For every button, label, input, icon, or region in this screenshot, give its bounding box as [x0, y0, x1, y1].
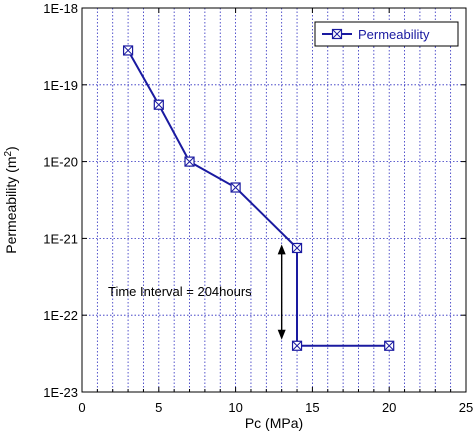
data-point-cross — [384, 340, 395, 351]
y-tick-label: 1E-19 — [43, 78, 78, 93]
data-point-cross — [292, 243, 302, 253]
data-point — [230, 182, 241, 193]
data-point — [184, 156, 195, 167]
annotation-arrowhead-down — [277, 329, 286, 340]
x-tick-label: 20 — [382, 400, 396, 415]
y-axis-label-close: ) — [3, 146, 19, 151]
data-point — [291, 340, 303, 351]
legend-entry-permeability: Permeability — [358, 27, 430, 42]
data-point-cross — [153, 99, 164, 110]
tick-labels: 0 5 10 15 20 25 1E-18 1E-19 1E-20 1E-21 1E-22 1E-23 — [43, 1, 473, 415]
legend: Permeability — [314, 21, 459, 47]
x-tick-label: 10 — [228, 400, 242, 415]
series-permeability — [122, 45, 395, 351]
data-point-cross — [123, 45, 133, 56]
y-axis-label-superscript: 2 — [3, 150, 14, 156]
legend-marker — [331, 28, 343, 40]
x-tick-label: 25 — [459, 400, 473, 415]
axis-ticks — [81, 7, 467, 393]
data-point — [291, 242, 303, 254]
data-point — [384, 340, 395, 351]
y-axis-label: Permeability (m2) — [3, 146, 20, 253]
y-tick-label: 1E-21 — [43, 231, 78, 246]
data-point-cross — [292, 340, 302, 351]
y-axis-label-main: Permeability (m — [3, 156, 19, 253]
y-tick-label: 1E-20 — [43, 155, 78, 170]
data-point-cross — [230, 182, 241, 193]
plot-frame — [81, 7, 467, 393]
legend-marker-cross — [332, 29, 342, 39]
time-interval-annotation: Time Interval = 204hours — [108, 244, 286, 340]
x-tick-label: 0 — [78, 400, 85, 415]
annotation-arrowhead-up — [277, 244, 286, 255]
y-tick-label: 1E-22 — [43, 308, 78, 323]
y-tick-label: 1E-18 — [43, 1, 78, 16]
data-point — [153, 99, 164, 110]
y-tick-label: 1E-23 — [43, 385, 78, 400]
x-axis-label: Pc (MPa) — [245, 415, 303, 431]
data-point-cross — [184, 156, 195, 167]
data-point — [122, 45, 134, 56]
series-line — [127, 50, 390, 347]
x-tick-label: 15 — [305, 400, 319, 415]
grid-lines — [82, 8, 466, 392]
annotation-text: Time Interval = 204hours — [108, 284, 252, 299]
x-tick-label: 5 — [155, 400, 162, 415]
